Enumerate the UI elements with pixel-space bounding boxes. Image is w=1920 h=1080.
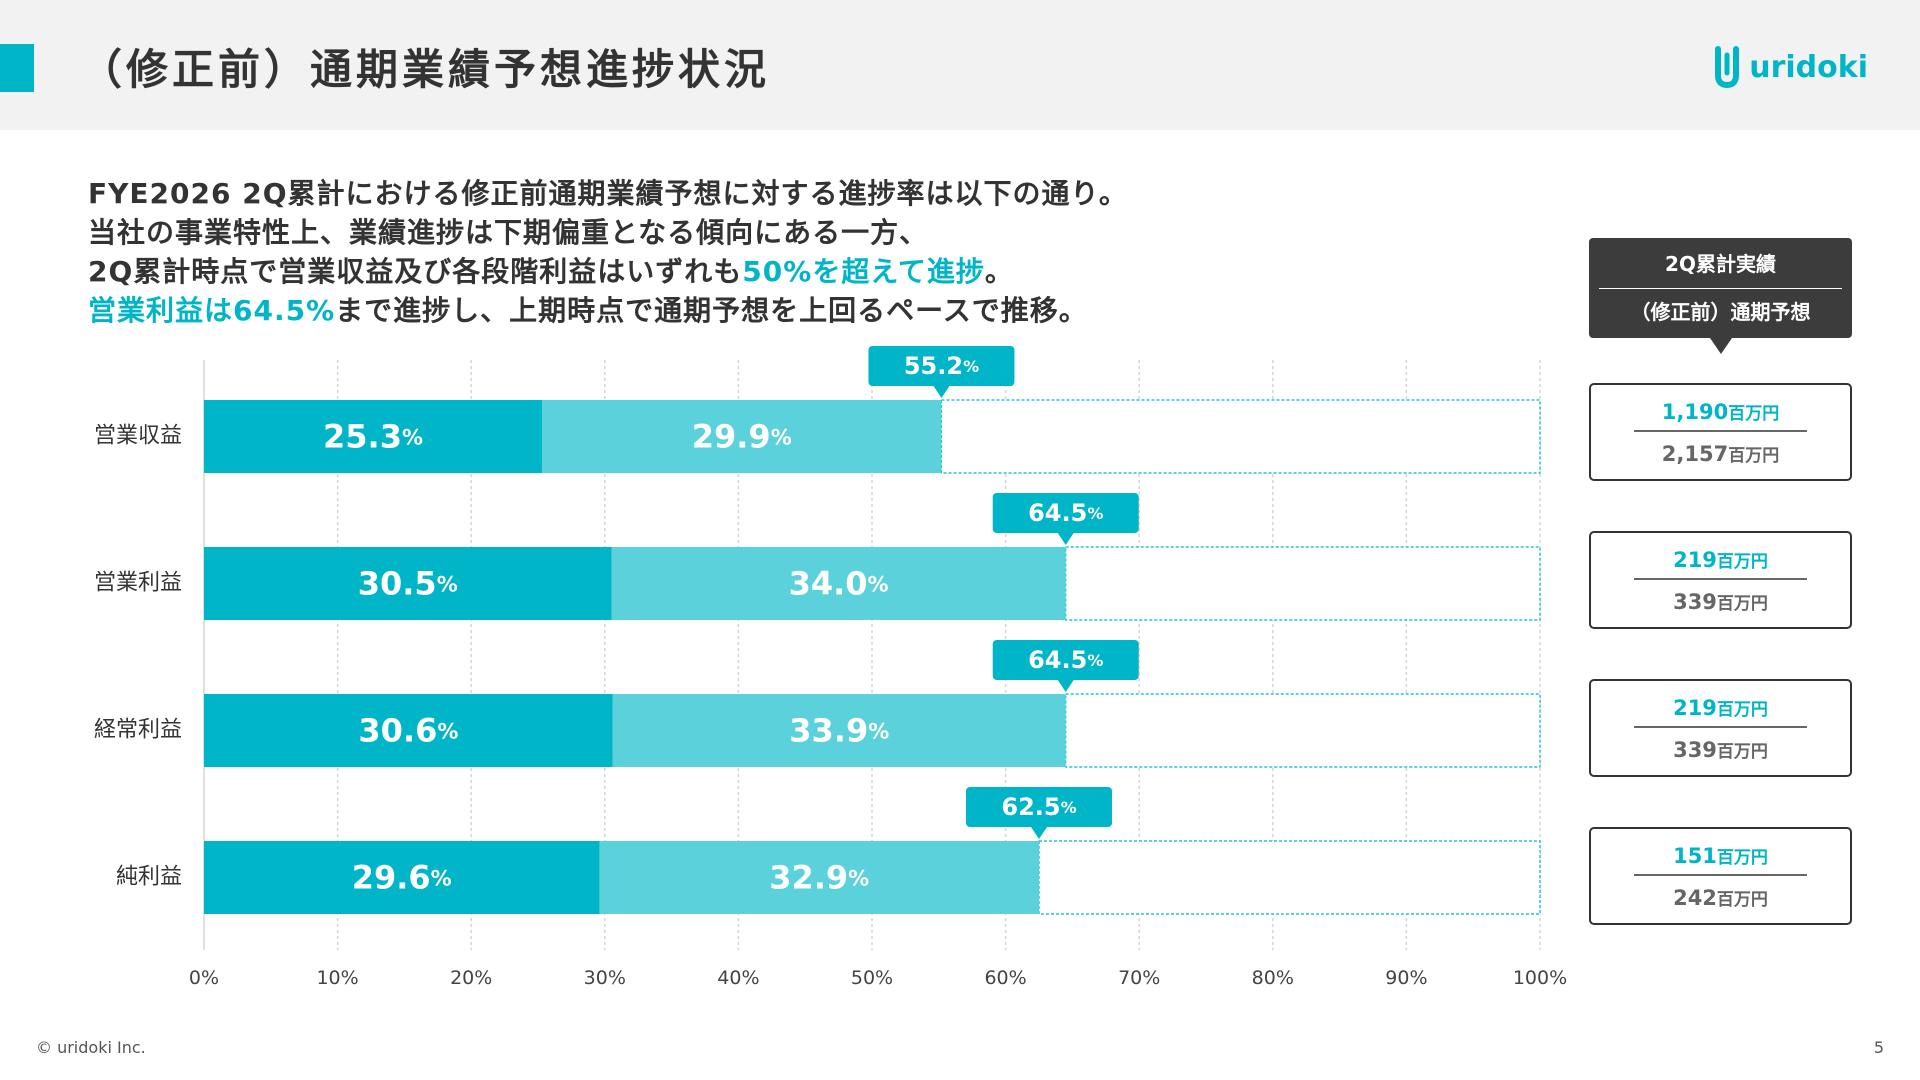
summary-line-4: 営業利益は64.5%まで進捗し、上期時点で通期予想を上回るペースで推移。 — [88, 291, 1128, 330]
amount-unit: 百万円 — [1716, 552, 1768, 572]
actual-amount: 219 — [1673, 696, 1717, 720]
actual-bar — [204, 694, 613, 767]
category-label: 営業利益 — [94, 571, 182, 596]
bar-value-label: 32.9% — [769, 859, 869, 897]
x-tick-label: 70% — [1118, 967, 1160, 989]
summary-line-3-highlight: 50%を超えて進捗 — [742, 255, 985, 288]
amount-divider — [1634, 578, 1807, 580]
second-half-bar — [599, 841, 1039, 914]
progress-chart: 0% 10% 20% 30% 40% 50% 60% 70% 80% 90% 100% 営業収益 25.… — [0, 340, 1600, 1020]
copyright: © uridoki Inc. — [36, 1038, 146, 1057]
summary-text: FYE2026 2Q累計における修正前通期業績予想に対する進捗率は以下の通り。 … — [88, 174, 1128, 330]
legend-forecast-label: （修正前）通期予想 — [1630, 300, 1811, 324]
summary-line-3-prefix: 2Q累計時点で営業収益及び各段階利益はいずれも — [88, 255, 743, 288]
amount-divider — [1634, 430, 1807, 432]
second-half-bar — [611, 547, 1066, 620]
total-callout — [868, 346, 1015, 386]
amount-unit: 百万円 — [1716, 848, 1768, 868]
progress-chart-svg: 0% 10% 20% 30% 40% 50% 60% 70% 80% 90% 100% 営業収益 25.… — [94, 346, 1567, 989]
header: （修正前）通期業績予想進捗状況 uridoki — [0, 0, 1920, 130]
bar-value-label: 33.9% — [789, 712, 889, 750]
x-tick-label: 90% — [1385, 967, 1427, 989]
x-tick-label: 20% — [450, 967, 492, 989]
amount-unit: 百万円 — [1728, 446, 1780, 466]
x-tick-label: 40% — [717, 967, 759, 989]
total-callout — [992, 493, 1139, 533]
x-tick-label: 50% — [851, 967, 893, 989]
amount-unit: 百万円 — [1716, 890, 1768, 910]
x-tick-label: 80% — [1252, 967, 1294, 989]
remaining-bar — [1065, 546, 1541, 621]
forecast-amount: 339 — [1673, 738, 1717, 762]
amount-box-revenue: 1,190百万円 2,157百万円 — [1589, 383, 1852, 481]
category-label: 純利益 — [116, 865, 182, 890]
amount-box-operating-profit: 219百万円 339百万円 — [1589, 531, 1852, 629]
remaining-bar — [940, 399, 1541, 474]
summary-line-2: 当社の事業特性上、業績進捗は下期偏重となる傾向にある一方、 — [88, 216, 929, 249]
x-tick-label: 0% — [189, 967, 219, 989]
second-half-bar — [542, 400, 942, 473]
bar-value-label: 34.0% — [789, 565, 889, 603]
summary-line-3-suffix: 。 — [984, 255, 1014, 288]
amount-box-ordinary-profit: 219百万円 339百万円 — [1589, 679, 1852, 777]
header-accent-bar — [0, 44, 34, 92]
uridoki-logo-icon — [1715, 46, 1740, 89]
summary-line-4-highlight: 営業利益は64.5% — [88, 294, 336, 327]
total-callout-pointer — [1031, 827, 1047, 839]
amount-box-net-profit: 151百万円 242百万円 — [1589, 827, 1852, 925]
actual-amount: 219 — [1673, 548, 1717, 572]
actual-amount: 1,190 — [1661, 400, 1729, 424]
amount-unit: 百万円 — [1728, 404, 1780, 424]
bar-value-label: 29.9% — [692, 418, 792, 456]
bar-value-label: 29.6% — [352, 859, 452, 897]
total-callout — [966, 787, 1112, 827]
logo-text: uridoki — [1749, 49, 1868, 85]
summary-line-1: FYE2026 2Q累計における修正前通期業績予想に対する進捗率は以下の通り。 — [88, 177, 1128, 210]
forecast-amount: 242 — [1673, 886, 1717, 910]
summary-line-3: 2Q累計時点で営業収益及び各段階利益はいずれも50%を超えて進捗。 — [88, 252, 1128, 291]
logo: uridoki — [1713, 42, 1868, 92]
total-callout-pointer — [1057, 680, 1074, 692]
legend-box: 2Q累計実績 （修正前）通期予想 — [1589, 238, 1852, 354]
category-label: 営業収益 — [94, 424, 182, 449]
forecast-amount: 339 — [1673, 590, 1717, 614]
bar-value-label: 25.3% — [323, 418, 423, 456]
category-label: 経常利益 — [94, 718, 182, 743]
total-value-label: 62.5% — [1001, 793, 1076, 821]
amount-divider — [1634, 874, 1807, 876]
bar-value-label: 30.5% — [358, 565, 458, 603]
x-tick-label: 100% — [1513, 967, 1567, 989]
page-number: 5 — [1873, 1038, 1884, 1057]
bar-value-label: 30.6% — [358, 712, 458, 750]
total-value-label: 64.5% — [1028, 499, 1103, 527]
x-tick-label: 30% — [584, 967, 626, 989]
x-tick-label: 10% — [316, 967, 358, 989]
amount-unit: 百万円 — [1716, 742, 1768, 762]
total-value-label: 55.2% — [904, 352, 979, 380]
total-callout — [992, 640, 1139, 680]
x-tick-label: 60% — [984, 967, 1026, 989]
amount-unit: 百万円 — [1716, 594, 1768, 614]
second-half-bar — [612, 694, 1066, 767]
legend-divider — [1599, 288, 1842, 289]
actual-amount: 151 — [1673, 844, 1717, 868]
forecast-amount: 2,157 — [1661, 442, 1729, 466]
amount-unit: 百万円 — [1716, 700, 1768, 720]
remaining-bar — [1038, 840, 1541, 915]
amount-divider — [1634, 726, 1807, 728]
remaining-bar — [1065, 693, 1541, 768]
actual-bar — [204, 547, 612, 620]
legend-actual-label: 2Q累計実績 — [1665, 252, 1776, 276]
total-callout-pointer — [933, 386, 950, 398]
total-value-label: 64.5% — [1028, 646, 1103, 674]
page-title: （修正前）通期業績予想進捗状況 — [80, 45, 771, 94]
actual-bar — [204, 841, 600, 914]
total-callout-pointer — [1057, 533, 1074, 545]
summary-line-4-suffix: まで進捗し、上期時点で通期予想を上回るペースで推移。 — [335, 294, 1088, 327]
actual-bar — [204, 400, 543, 473]
